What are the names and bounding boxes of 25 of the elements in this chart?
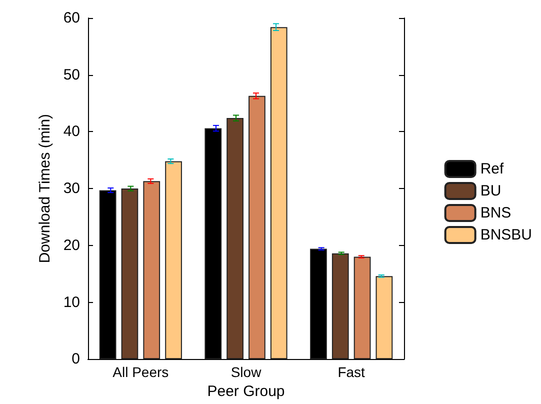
- x-axis-title: Peer Group: [207, 383, 285, 400]
- legend-label: Ref: [480, 160, 504, 178]
- y-tick-label: 10: [63, 294, 80, 311]
- y-tick-label: 0: [72, 350, 80, 368]
- y-axis-title: Download Times (min): [36, 114, 54, 264]
- x-tick-label: All Peers: [112, 364, 169, 380]
- bar: [376, 276, 393, 360]
- y-tick-label: 40: [63, 123, 80, 140]
- bar: [121, 188, 138, 360]
- y-tick-label: 20: [63, 236, 80, 254]
- bar: [143, 181, 160, 360]
- bar: [354, 256, 371, 360]
- legend-label: BNSBU: [480, 226, 532, 244]
- bar: [270, 27, 288, 360]
- y-tick-label: 50: [63, 66, 80, 84]
- legend-label: BNS: [480, 204, 512, 222]
- y-tick-label: 60: [63, 10, 80, 26]
- legend-label: BU: [480, 182, 502, 200]
- x-tick-label: Slow: [230, 364, 262, 380]
- bar: [165, 161, 182, 360]
- bar: [332, 253, 349, 360]
- bar: [226, 118, 244, 360]
- bar: [248, 96, 266, 360]
- y-tick-label: 30: [63, 180, 80, 198]
- x-tick-label: Fast: [338, 364, 366, 380]
